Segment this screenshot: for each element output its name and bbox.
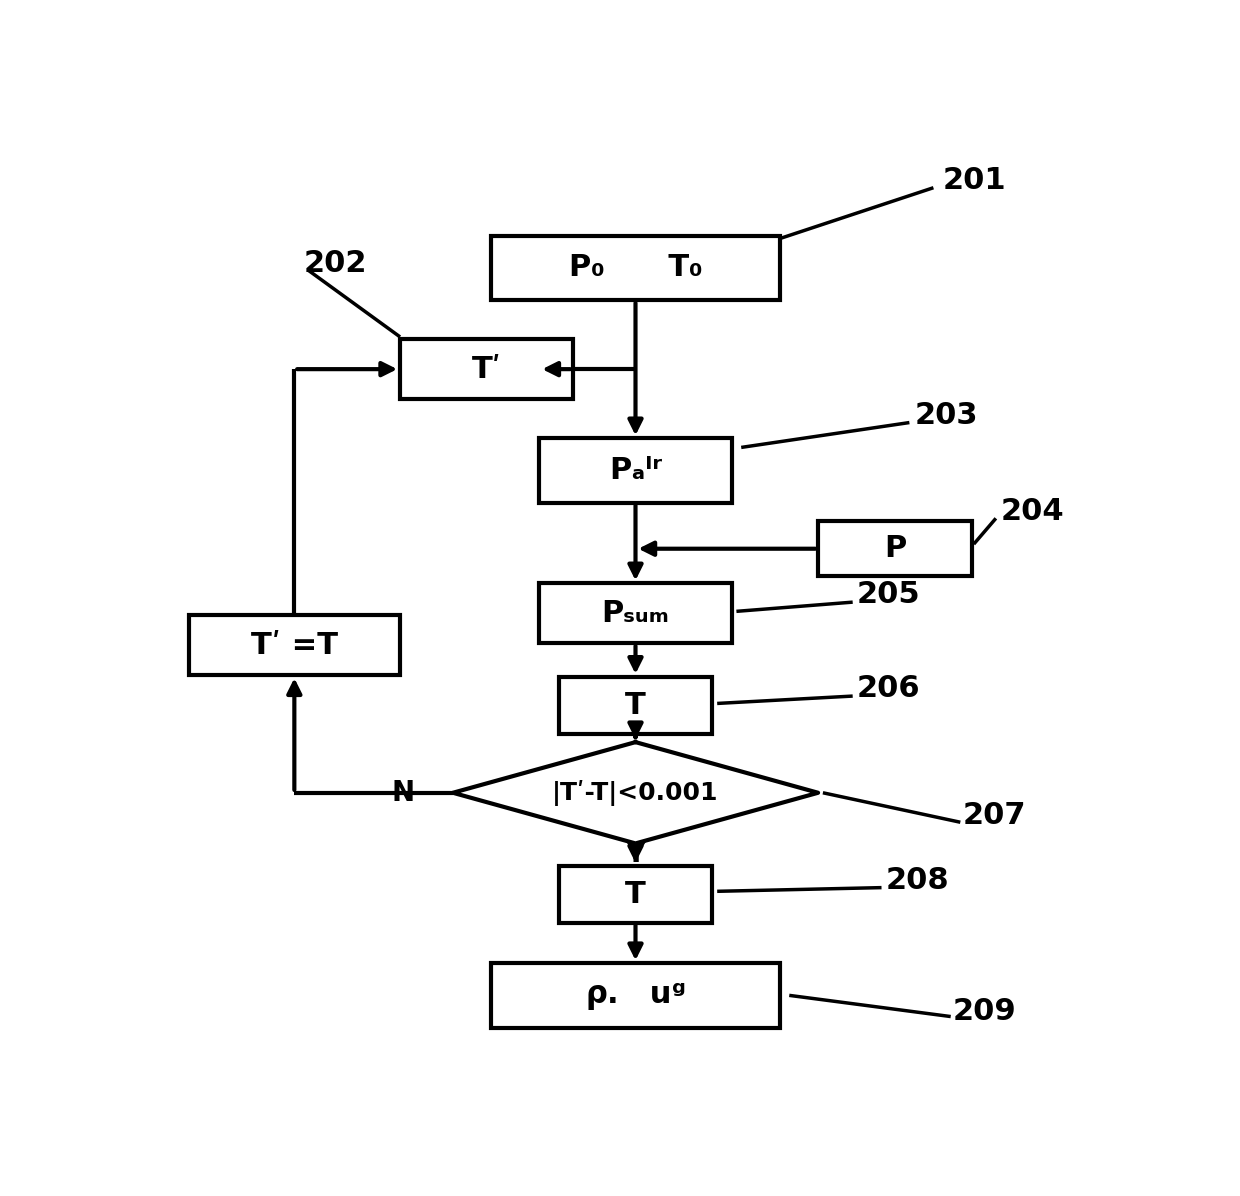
Text: 203: 203 — [914, 401, 977, 429]
Text: Tʹ =T: Tʹ =T — [250, 631, 337, 660]
FancyBboxPatch shape — [491, 963, 780, 1027]
FancyBboxPatch shape — [491, 236, 780, 300]
FancyBboxPatch shape — [188, 616, 401, 676]
Text: Tʹ: Tʹ — [471, 355, 501, 384]
Text: Y: Y — [625, 841, 646, 868]
Text: Pₐᴵʳ: Pₐᴵʳ — [609, 456, 662, 484]
Polygon shape — [453, 742, 818, 843]
Text: 202: 202 — [304, 249, 367, 277]
Text: 208: 208 — [885, 866, 949, 895]
Text: N: N — [392, 779, 414, 807]
FancyBboxPatch shape — [539, 438, 732, 502]
Text: |Tʹ-T|<0.001: |Tʹ-T|<0.001 — [552, 780, 719, 806]
FancyBboxPatch shape — [818, 521, 972, 576]
FancyBboxPatch shape — [558, 677, 712, 734]
Text: 201: 201 — [942, 166, 1007, 195]
FancyBboxPatch shape — [539, 584, 732, 643]
Text: ρ․   uᵍ: ρ․ uᵍ — [585, 981, 686, 1009]
Text: 206: 206 — [857, 675, 920, 703]
Text: 209: 209 — [952, 996, 1017, 1025]
Text: T: T — [625, 691, 646, 720]
Text: P: P — [884, 535, 906, 563]
FancyBboxPatch shape — [558, 866, 712, 922]
Text: 205: 205 — [857, 580, 920, 609]
FancyBboxPatch shape — [401, 340, 573, 399]
Text: T: T — [625, 879, 646, 909]
Text: Pₛᵤₘ: Pₛᵤₘ — [601, 599, 670, 628]
Text: P₀      T₀: P₀ T₀ — [569, 254, 702, 282]
Text: 204: 204 — [1001, 498, 1064, 526]
Text: 207: 207 — [962, 801, 1025, 830]
